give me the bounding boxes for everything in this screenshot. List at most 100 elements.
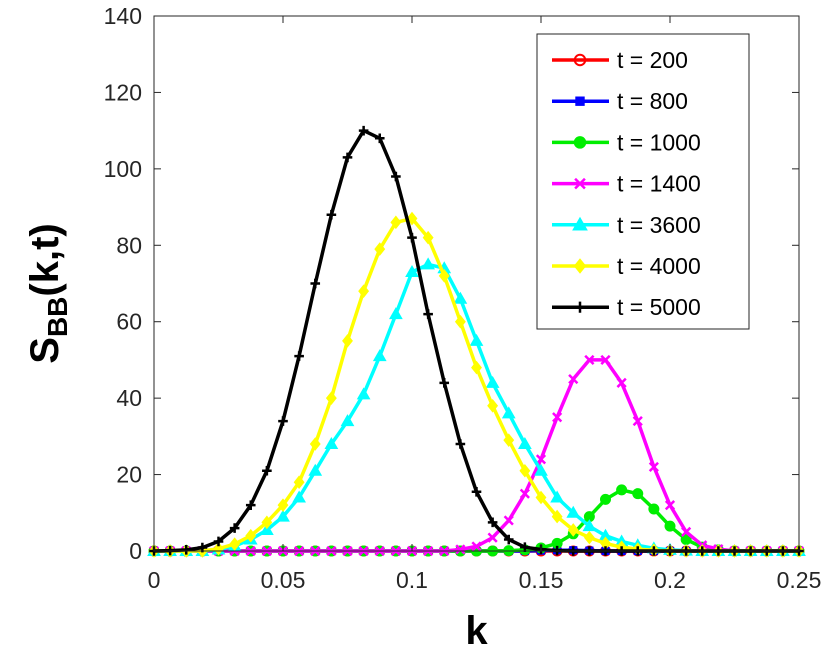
legend-marker: [574, 301, 586, 313]
data-point: [261, 515, 273, 530]
data-point: [407, 232, 417, 243]
data-point: [245, 500, 256, 510]
data-point: [405, 265, 419, 278]
data-point: [487, 532, 498, 543]
legend-entry: t = 800: [552, 88, 688, 114]
data-point: [278, 416, 288, 426]
data-point: [262, 465, 272, 476]
data-point: [406, 211, 418, 226]
data-point: [294, 351, 304, 361]
y-tick-label: 80: [116, 232, 142, 258]
data-point: [308, 463, 323, 476]
data-point: [485, 375, 500, 388]
data-point: [568, 373, 579, 385]
legend-label: t = 1000: [617, 129, 701, 155]
data-point: [648, 503, 660, 515]
data-point: [309, 437, 321, 451]
y-tick-label: 100: [104, 156, 142, 182]
data-point: [374, 133, 385, 144]
data-point: [356, 387, 371, 400]
data-point: [520, 542, 530, 552]
data-point: [681, 526, 692, 537]
data-point: [372, 349, 387, 362]
series-line: [154, 358, 799, 553]
data-point: [455, 544, 466, 555]
data-point: [454, 314, 466, 329]
legend-marker: [573, 136, 587, 149]
data-point: [358, 125, 369, 136]
data-point: [374, 242, 386, 256]
x-tick-label: 0: [148, 567, 161, 593]
data-point: [213, 541, 224, 556]
data-point: [455, 439, 466, 449]
legend-box: [536, 33, 750, 330]
x-tick-label: 0.05: [261, 567, 306, 593]
data-point: [600, 493, 611, 505]
data-point: [518, 436, 532, 449]
legend-entry: t = 1400: [552, 171, 701, 197]
y-tick-label: 40: [116, 385, 142, 411]
legend-marker: [575, 96, 585, 106]
y-tick-label: 120: [104, 79, 142, 105]
data-point: [600, 354, 611, 366]
data-point: [325, 391, 337, 405]
legend-entry: t = 3600: [552, 212, 701, 238]
data-point: [469, 333, 484, 346]
legend-marker: [573, 258, 587, 274]
data-point: [438, 269, 450, 283]
data-point: [519, 488, 530, 499]
y-axis-title: SBB(k,t): [23, 223, 73, 363]
data-point: [293, 475, 305, 490]
data-point: [535, 454, 547, 465]
data-point: [310, 278, 321, 289]
data-point: [276, 509, 290, 522]
data-point: [340, 414, 355, 427]
data-point: [582, 519, 597, 532]
data-point: [584, 354, 595, 366]
legend-entry: t = 200: [552, 47, 688, 73]
data-point: [292, 490, 306, 503]
data-point: [550, 490, 564, 503]
x-tick-label: 0.2: [654, 567, 686, 593]
plot-frame: [153, 15, 800, 552]
legend-entry: t = 5000: [552, 294, 701, 320]
x-axis-title: k: [465, 609, 488, 652]
data-point: [616, 484, 628, 496]
data-point: [342, 334, 353, 348]
data-point: [567, 523, 579, 537]
data-point: [423, 309, 433, 319]
data-point: [342, 152, 353, 163]
x-tick-label: 0.15: [519, 567, 564, 593]
data-point: [519, 463, 531, 478]
legend-label: t = 5000: [617, 294, 701, 320]
data-point: [181, 545, 192, 555]
legend-items: t = 200 t = 800 t = 1000 t = 1400 t = 3600 t …: [552, 47, 701, 320]
legend-label: t = 1400: [617, 171, 701, 197]
data-point: [453, 291, 468, 304]
data-point: [535, 490, 547, 505]
y-tick-label: 20: [116, 462, 142, 488]
data-point: [503, 433, 515, 447]
data-point: [260, 522, 274, 535]
y-axis-title-rest: (k,t): [23, 223, 67, 296]
data-point: [487, 517, 498, 528]
data-point: [648, 461, 659, 473]
data-point: [551, 509, 563, 524]
data-point: [422, 230, 434, 245]
data-point: [358, 284, 370, 298]
legend-label: t = 4000: [617, 253, 701, 279]
legend-marker: [573, 53, 587, 67]
ticks-layer: 0 0.05 0.1 0.15 0.2 0.25 0 20 40 60 80 100 120 140: [104, 3, 822, 593]
legend-label: t = 3600: [617, 212, 701, 238]
data-point: [503, 515, 514, 526]
x-tick-label: 0.25: [777, 567, 822, 593]
data-point: [213, 536, 224, 547]
data-point: [566, 505, 581, 518]
data-point: [664, 520, 676, 532]
data-point: [501, 406, 516, 419]
legend-entry: t = 1000: [552, 129, 701, 155]
data-point: [471, 486, 482, 497]
data-point: [324, 436, 339, 449]
data-point: [632, 415, 643, 427]
